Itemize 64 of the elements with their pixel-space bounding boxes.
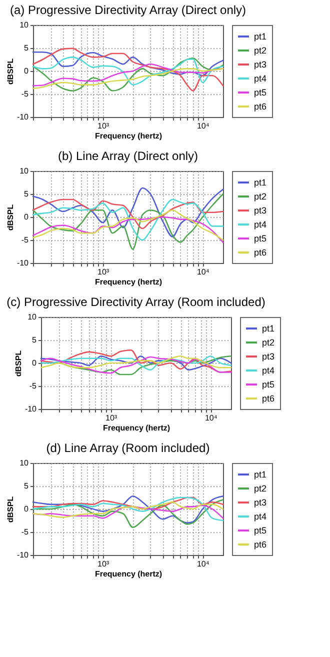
x-axis-title: Frequency (hertz)	[102, 424, 170, 432]
y-tick-label: 0	[32, 358, 38, 368]
legend-label: pt4	[254, 220, 267, 230]
y-axis-title: dBSPL	[6, 58, 15, 85]
y-tick-label: 5	[32, 336, 38, 344]
x-axis-title: Frequency (hertz)	[94, 570, 162, 578]
chart-title: (b) Line Array (Direct only)	[58, 149, 198, 163]
y-tick-label: 10	[28, 312, 38, 322]
y-tick-label: 5	[24, 482, 30, 490]
x-tick-label: 10³	[98, 268, 110, 276]
legend-label: pt4	[262, 366, 275, 376]
y-tick-label: 10	[20, 166, 30, 176]
y-tick-label: 0	[24, 66, 30, 76]
legend-label: pt1	[262, 324, 275, 334]
y-tick-label: 10	[20, 20, 30, 30]
chart-title: (c) Progressive Directivity Array (Room included)	[6, 295, 266, 309]
x-tick-label: 10⁴	[204, 414, 218, 422]
legend-label: pt6	[254, 248, 267, 258]
y-axis-title: dBSPL	[14, 350, 23, 377]
legend-label: pt2	[254, 46, 267, 56]
y-tick-label: -5	[21, 236, 30, 244]
legend-label: pt2	[254, 484, 267, 494]
y-tick-label: 5	[24, 190, 30, 198]
legend-label: pt1	[254, 32, 267, 42]
legend-label: pt1	[254, 178, 267, 188]
legend-label: pt5	[254, 234, 267, 244]
x-tick-label: 10⁴	[196, 122, 210, 130]
chart-title: (d) Line Array (Room included)	[46, 441, 210, 455]
y-tick-label: -5	[29, 382, 38, 390]
y-tick-label: -10	[16, 112, 30, 122]
y-tick-label: -5	[21, 528, 30, 536]
chart-title: (a) Progressive Directivity Array (Direct only)	[10, 3, 246, 17]
y-tick-label: -10	[16, 258, 30, 268]
y-tick-label: 10	[20, 458, 30, 468]
x-tick-label: 10⁴	[196, 560, 210, 568]
x-axis-title: Frequency (hertz)	[94, 132, 162, 140]
legend-label: pt6	[262, 394, 275, 404]
y-tick-label: 0	[24, 504, 30, 514]
legend-label: pt1	[254, 470, 267, 480]
y-tick-label: 0	[24, 212, 30, 222]
x-tick-label: 10³	[98, 560, 110, 568]
legend-label: pt4	[254, 74, 267, 84]
legend-label: pt5	[262, 380, 275, 390]
legend-label: pt4	[254, 512, 267, 522]
legend-label: pt6	[254, 540, 267, 550]
y-tick-label: -5	[21, 90, 30, 98]
legend-label: pt5	[254, 526, 267, 536]
x-tick-label: 10⁴	[196, 268, 210, 276]
legend-label: pt3	[254, 206, 267, 216]
x-tick-label: 10³	[98, 122, 110, 130]
legend-label: pt3	[254, 498, 267, 508]
legend-label: pt3	[262, 352, 275, 362]
legend-label: pt3	[254, 60, 267, 70]
x-axis-title: Frequency (hertz)	[94, 278, 162, 286]
y-tick-label: 5	[24, 44, 30, 52]
legend-label: pt2	[262, 338, 275, 348]
y-tick-label: -10	[16, 550, 30, 560]
y-axis-title: dBSPL	[6, 496, 15, 523]
legend-label: pt5	[254, 88, 267, 98]
y-tick-label: -10	[24, 404, 38, 414]
legend-label: pt6	[254, 102, 267, 112]
x-tick-label: 10³	[106, 414, 118, 422]
y-axis-title: dBSPL	[6, 204, 15, 231]
legend-label: pt2	[254, 192, 267, 202]
